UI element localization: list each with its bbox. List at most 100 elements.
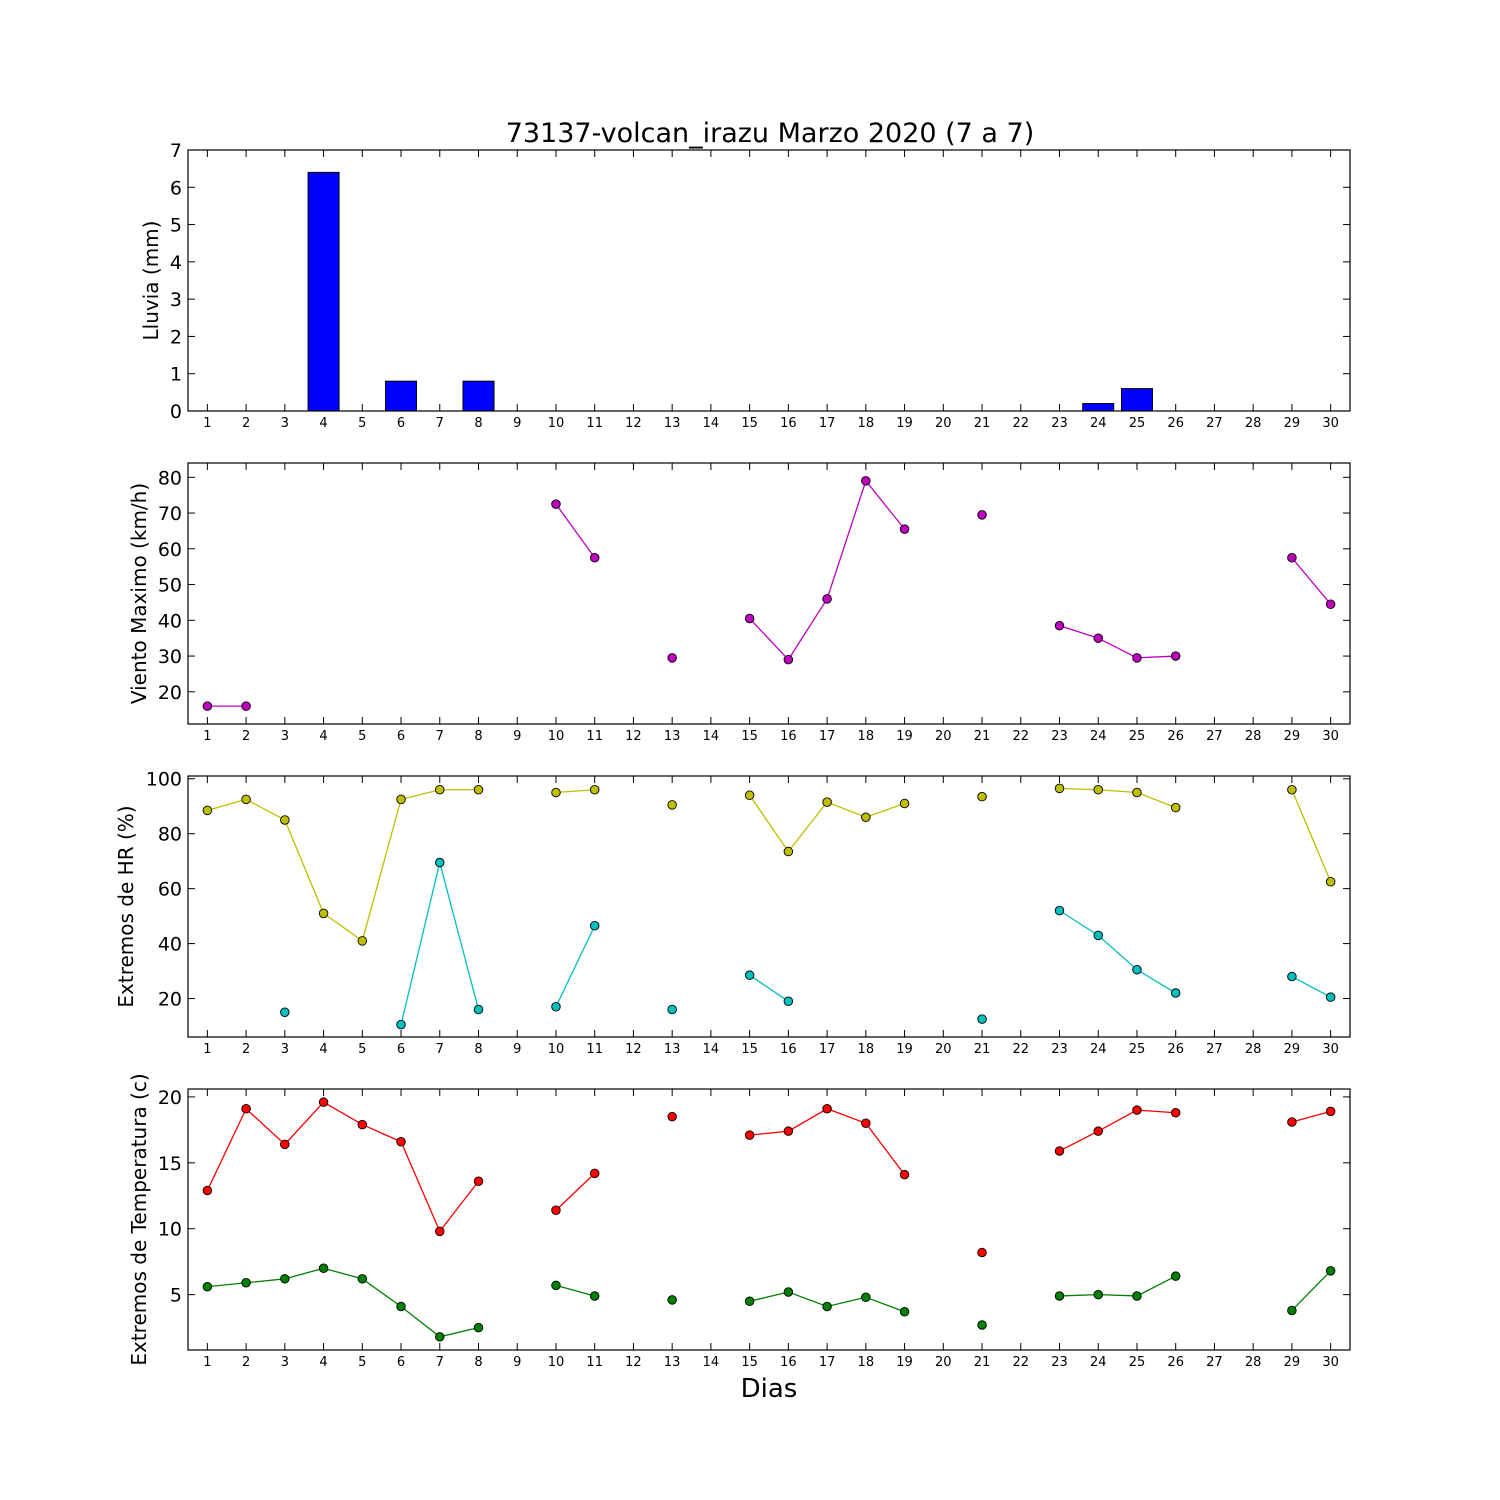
- x-tick-label: 21: [974, 1355, 991, 1370]
- data-point: [589, 552, 600, 563]
- data-point: [1132, 964, 1142, 975]
- y-tick-label: 100: [146, 769, 182, 791]
- plot-frame: [187, 775, 1351, 1038]
- y-tick-label: 70: [158, 503, 182, 525]
- x-tick-label: 7: [436, 1355, 444, 1370]
- x-tick-label: 25: [1129, 729, 1146, 744]
- data-point: [1093, 1126, 1103, 1136]
- x-tick-label: 29: [1284, 1042, 1301, 1057]
- y-tick-label: 40: [158, 934, 182, 956]
- data-point: [473, 1176, 484, 1187]
- data-point: [1093, 930, 1103, 941]
- data-point: [435, 857, 445, 868]
- x-tick-label: 13: [664, 1355, 681, 1370]
- x-tick-label: 30: [1322, 1042, 1339, 1057]
- data-point: [744, 613, 755, 624]
- data-point: [899, 1307, 910, 1317]
- x-tick-label: 17: [819, 416, 836, 431]
- x-tick-label: 20: [935, 416, 952, 431]
- bar: [1120, 388, 1153, 412]
- x-tick-label: 20: [935, 729, 952, 744]
- x-tick-label: 30: [1322, 729, 1339, 744]
- data-point: [861, 1118, 871, 1129]
- data-point: [977, 791, 987, 802]
- x-tick-label: 16: [780, 1355, 797, 1370]
- data-point: [1170, 651, 1181, 661]
- data-point: [396, 1019, 406, 1030]
- data-point: [1325, 599, 1336, 609]
- x-tick-label: 11: [586, 1042, 603, 1057]
- data-point: [667, 1004, 677, 1015]
- x-tick-label: 15: [741, 416, 758, 431]
- x-tick-label: 15: [741, 1042, 758, 1057]
- x-tick-label: 10: [548, 416, 565, 431]
- x-tick-label: 6: [397, 729, 405, 744]
- data-point: [783, 1287, 794, 1297]
- data-point: [861, 476, 871, 486]
- series-line: [1291, 789, 1332, 883]
- data-point: [899, 798, 910, 809]
- data-point: [551, 1205, 561, 1216]
- data-point: [1054, 783, 1065, 794]
- x-tick-label: 9: [513, 1042, 521, 1057]
- y-tick-label: 6: [170, 177, 182, 199]
- data-point: [1325, 1106, 1336, 1117]
- data-point: [1093, 1289, 1103, 1300]
- x-tick-label: 3: [281, 1355, 289, 1370]
- data-point: [551, 787, 561, 798]
- y-tick-label: 0: [170, 401, 182, 423]
- x-tick-label: 24: [1090, 1042, 1107, 1057]
- x-tick-label: 18: [858, 1042, 875, 1057]
- x-tick-label: 17: [819, 729, 836, 744]
- data-point: [1287, 1305, 1297, 1316]
- data-point: [977, 1247, 987, 1258]
- x-tick-label: 27: [1206, 1042, 1223, 1057]
- y-tick-label: 50: [158, 575, 182, 597]
- x-tick-label: 28: [1245, 1042, 1262, 1057]
- data-point: [435, 784, 445, 795]
- x-tick-label: 30: [1322, 416, 1339, 431]
- series-line: [1059, 1109, 1176, 1152]
- x-tick-label: 4: [319, 416, 327, 431]
- x-tick-label: 26: [1167, 1042, 1184, 1057]
- data-point: [1054, 620, 1065, 631]
- data-point: [551, 1002, 561, 1012]
- series-1: [191, 171, 1347, 412]
- x-tick-label: 21: [974, 1042, 991, 1057]
- data-point: [1093, 784, 1103, 795]
- x-tick-label: 15: [741, 1355, 758, 1370]
- x-tick-label: 8: [474, 1042, 482, 1057]
- data-point: [589, 1168, 600, 1179]
- data-point: [1132, 1105, 1142, 1115]
- x-tick-label: 1: [203, 729, 211, 744]
- x-tick-label: 28: [1245, 416, 1262, 431]
- data-point: [822, 1301, 832, 1312]
- data-point: [318, 1263, 329, 1274]
- data-point: [202, 1185, 213, 1196]
- x-tick-label: 4: [319, 1042, 327, 1057]
- x-tick-label: 5: [358, 1355, 366, 1370]
- series-line: [206, 1101, 480, 1233]
- x-tick-label: 12: [625, 729, 642, 744]
- data-point: [1054, 905, 1065, 916]
- x-tick-label: 11: [586, 416, 603, 431]
- y-tick-label: 10: [158, 1219, 182, 1241]
- x-tick-label: 6: [397, 1355, 405, 1370]
- series-line: [555, 1284, 595, 1297]
- x-tick-label: 8: [474, 729, 482, 744]
- x-tick-label: 26: [1167, 416, 1184, 431]
- data-point: [744, 1130, 755, 1140]
- y-axis-label: Viento Maximo (km/h): [127, 483, 151, 704]
- x-tick-label: 30: [1322, 1355, 1339, 1370]
- x-tick-label: 13: [664, 729, 681, 744]
- y-tick-label: 7: [170, 140, 182, 162]
- series-line: [749, 479, 906, 661]
- series-2: [280, 857, 1336, 1030]
- data-point: [1170, 802, 1181, 813]
- series-line: [1059, 910, 1177, 994]
- data-point: [783, 846, 794, 857]
- x-tick-label: 27: [1206, 1355, 1223, 1370]
